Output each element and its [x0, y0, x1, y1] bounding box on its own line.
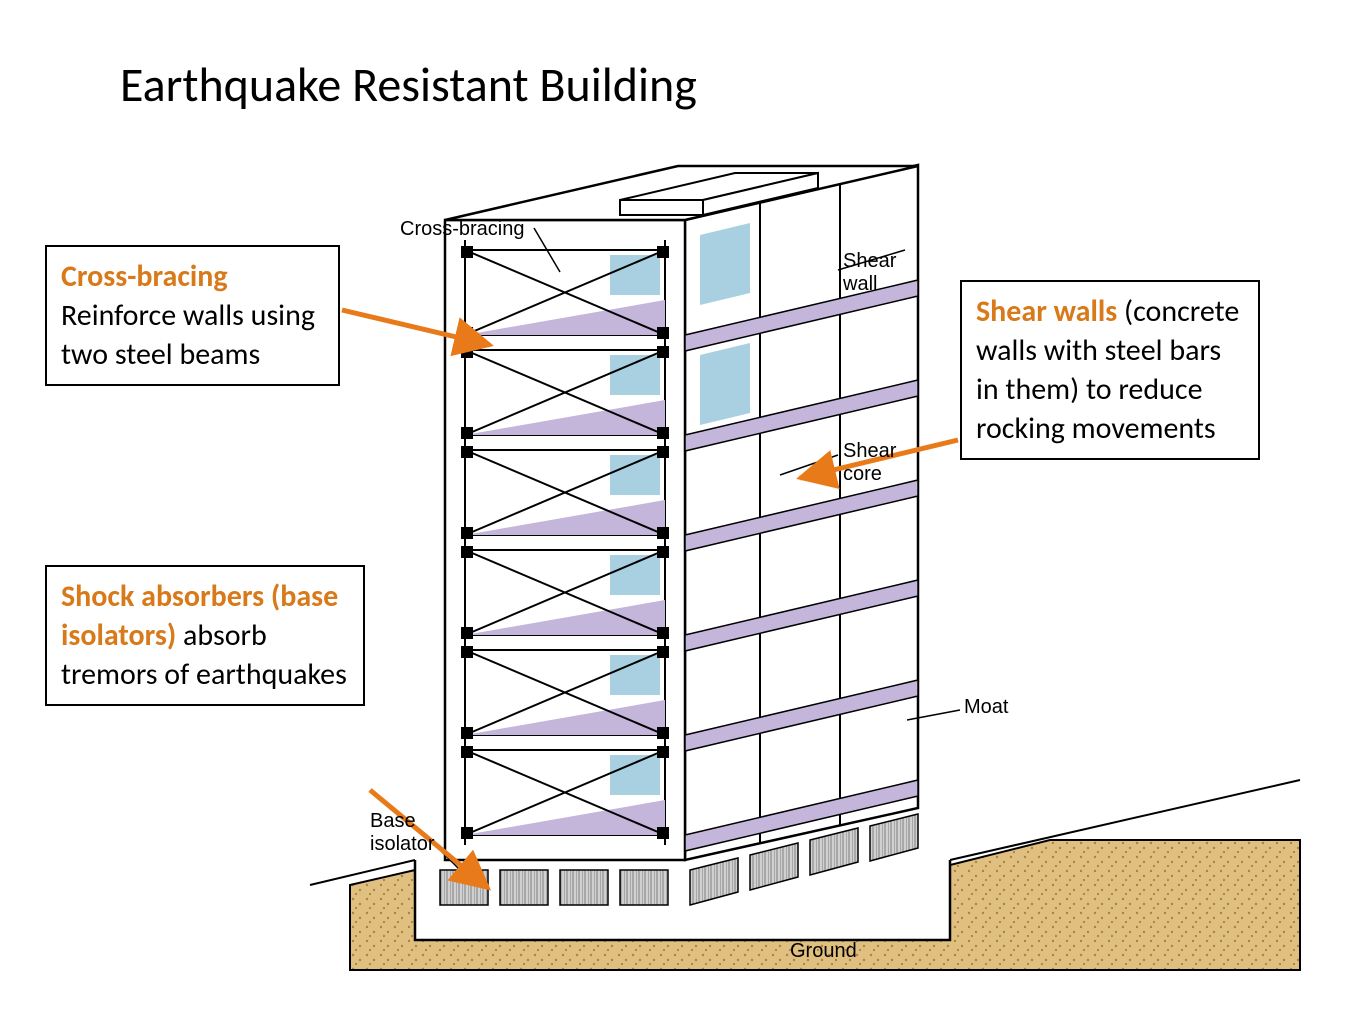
- callout-cross-bracing-title: Cross-bracing: [61, 258, 228, 295]
- label-shear-core: Shear core: [843, 440, 896, 486]
- label-cross-bracing: Cross-bracing: [400, 218, 524, 241]
- callout-shear-walls-title: Shear walls: [976, 293, 1117, 330]
- label-base-isolator: Base isolator: [370, 810, 434, 856]
- building-diagram: [0, 0, 1365, 1024]
- callout-shear-walls: Shear walls (concrete walls with steel b…: [960, 280, 1260, 460]
- callout-shock-absorbers: Shock absorbers (base isolators) absorb …: [45, 565, 365, 706]
- callout-cross-bracing: Cross-bracing Reinforce walls using two …: [45, 245, 340, 386]
- label-shear-wall: Shear wall: [843, 250, 896, 296]
- label-ground: Ground: [790, 940, 857, 963]
- label-moat: Moat: [964, 696, 1008, 719]
- callout-cross-bracing-body: Reinforce walls using two steel beams: [61, 297, 315, 373]
